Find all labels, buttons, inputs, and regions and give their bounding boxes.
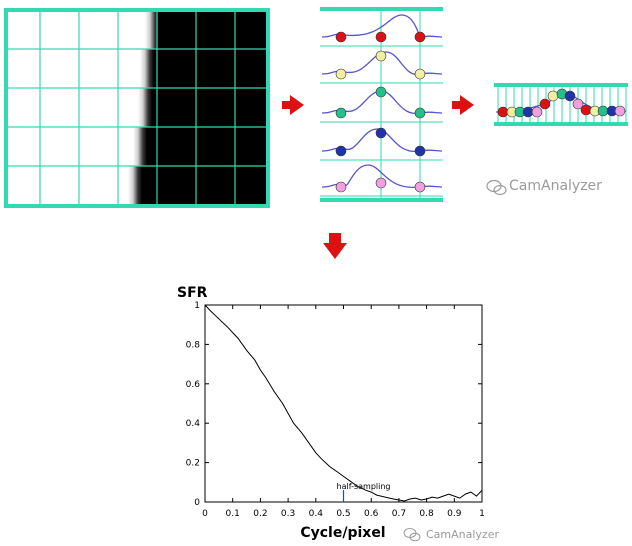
y-tick-label: 0.6 <box>186 380 201 390</box>
x-tick-label: 0.1 <box>226 509 240 519</box>
wechat-icon <box>403 528 421 542</box>
sample-dot <box>335 31 347 43</box>
watermark-top: CamAnalyzer <box>486 178 602 196</box>
slanted-edge <box>128 10 268 206</box>
grid-border <box>4 8 270 208</box>
esf-sample-dot <box>572 98 584 110</box>
sample-dot <box>335 68 347 80</box>
x-tick-label: 0.4 <box>309 509 324 519</box>
pixel-grid <box>4 8 270 208</box>
sample-dot <box>335 181 347 193</box>
dark-region <box>154 49 268 88</box>
plot-frame <box>204 304 483 503</box>
sample-dot <box>414 145 426 157</box>
esf-sample-dot <box>614 105 626 117</box>
edge-blur <box>133 127 147 166</box>
watermark-text: CamAnalyzer <box>426 528 499 541</box>
edge-blur <box>128 166 142 206</box>
arrow-right-2 <box>452 95 474 115</box>
supersampled-esf-panel <box>494 83 628 126</box>
edge-blur <box>138 88 152 127</box>
sample-dot <box>414 68 426 80</box>
esf-sample-dot <box>497 106 509 118</box>
wechat-icon <box>486 179 507 196</box>
sample-dot <box>414 107 426 119</box>
row-wave <box>321 51 443 75</box>
x-tick-label: 1 <box>479 509 485 519</box>
x-tick-label: 0.9 <box>447 509 462 519</box>
esf-sample-dot <box>522 106 534 118</box>
sample-dot <box>414 181 426 193</box>
dark-region <box>152 88 268 127</box>
x-tick-label: 0.8 <box>419 509 434 519</box>
sample-dot <box>375 177 387 189</box>
esf-sample-dot <box>597 105 609 117</box>
x-tick-label: 0.2 <box>253 509 267 519</box>
esf-sample-dot <box>539 98 551 110</box>
dark-region <box>159 10 268 49</box>
sample-dot <box>375 127 387 139</box>
sfr-chart: SFR 0 0.1 0.2 0.3 0.4 0.5 0.6 0.7 0.8 0.9 1 0 0.2 0.4… <box>177 285 485 541</box>
sample-dot <box>414 31 426 43</box>
row-samples-panel <box>320 7 443 202</box>
y-tick-label: 1 <box>194 301 200 311</box>
esf-sample-dot <box>531 106 543 118</box>
y-tick-label: 0.8 <box>186 340 201 350</box>
esf-sample-dot <box>564 90 576 102</box>
x-axis-label: Cycle/pixel <box>300 525 385 541</box>
sample-dot <box>375 50 387 62</box>
y-tick-label: 0 <box>194 498 200 508</box>
esf-sample-dot <box>547 90 559 102</box>
edge-blur <box>140 49 154 88</box>
x-tick-label: 0.5 <box>336 509 350 519</box>
edge-image-panel <box>4 8 270 208</box>
arrow-right-1 <box>282 95 304 115</box>
x-tick-label: 0.3 <box>281 509 295 519</box>
sample-dot <box>375 86 387 98</box>
sample-dot <box>375 31 387 43</box>
sfr-curve <box>204 304 483 502</box>
y-axis-label: SFR <box>177 285 208 301</box>
dark-region <box>147 127 268 166</box>
y-tick-label: 0.4 <box>186 419 201 429</box>
x-tick-label: 0.6 <box>364 509 379 519</box>
y-tick-label: 0.2 <box>186 459 200 469</box>
sample-dot <box>335 107 347 119</box>
arrow-down <box>323 233 347 259</box>
edge-blur <box>145 10 159 49</box>
esf-sample-dot <box>580 104 592 116</box>
watermark-text: CamAnalyzer <box>509 178 602 194</box>
watermark-bottom: CamAnalyzer <box>403 528 499 542</box>
sample-dot <box>335 145 347 157</box>
x-tick-label: 0.7 <box>392 509 406 519</box>
half-sampling-label: half-sampling <box>337 482 391 491</box>
dark-region <box>142 166 268 206</box>
x-tick-label: 0 <box>202 509 208 519</box>
